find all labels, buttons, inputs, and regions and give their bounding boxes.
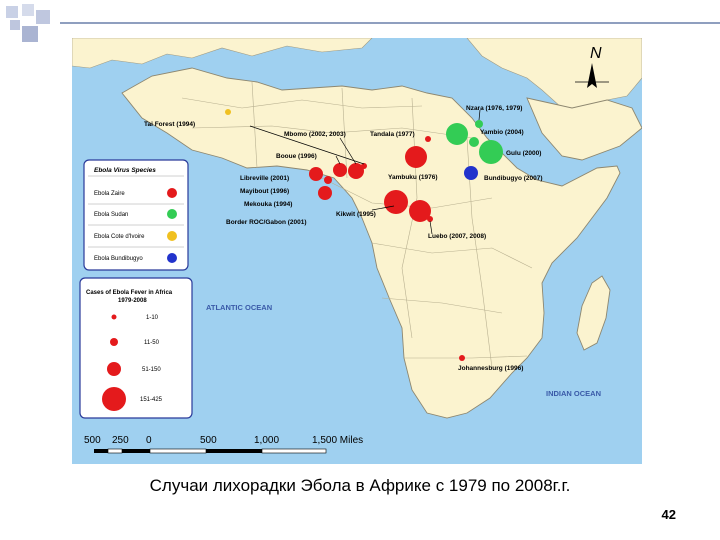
cases-size-3 [107,362,121,376]
page-number: 42 [661,507,676,522]
cases-label-4: 151-425 [140,397,163,403]
species-legend-ivoire-label: Ebola Cote d'Ivoire [94,234,145,240]
marker-tandala [425,136,431,142]
label-yambio: Yambio (2004) [480,129,524,136]
marker-mayibout [324,176,332,184]
indian-ocean-label: INDIAN OCEAN [546,389,601,398]
label-mbomo: Mbomo (2002, 2003) [284,131,346,138]
marker-nzara [475,120,483,128]
north-arrow: N [575,45,609,88]
label-kikwit: Kikwit (1995) [336,211,376,218]
label-luebo: Luebo (2007, 2008) [428,233,486,240]
cases-size-4 [102,387,126,411]
cases-label-1: 1-10 [146,315,159,321]
marker-yambuku [405,146,427,168]
marker-tai-forest [225,109,231,115]
label-libreville: Libreville (2001) [240,175,289,182]
label-bundibugyo: Bundibugyo (2007) [484,175,543,182]
scale-label-1000: 1,000 [254,435,279,446]
scale-label-250: 250 [112,435,129,446]
marker-gulu [479,140,503,164]
label-nzara: Nzara (1976, 1979) [466,105,522,112]
cases-size-1 [111,314,117,320]
scale-label-0: 0 [146,435,152,446]
marker-yambio-small [469,137,479,147]
label-border-roc-gabon: Border ROC/Gabon (2001) [226,219,307,226]
species-legend-title: Ebola Virus Species [94,167,156,174]
marker-johannesburg [459,355,465,361]
outbreak-markers [225,109,503,361]
marker-booue [333,163,347,177]
marker-yambio [446,123,468,145]
cases-size-2 [110,338,118,346]
species-legend-zaire-label: Ebola Zaire [94,191,125,197]
marker-kikwit [384,190,408,214]
cases-legend-title-2: 1979-2008 [118,298,147,304]
marker-luebo-small [427,216,433,222]
marker-luebo [409,200,431,222]
cases-legend: Cases of Ebola Fever in Africa 1979-2008… [79,277,193,419]
marker-mbomo-2 [348,163,364,179]
cases-label-3: 51-150 [142,367,161,373]
label-booue: Booue (1996) [276,153,317,160]
scale-label-1500: 1,500 Miles [312,435,363,446]
compass-letter: N [590,45,602,62]
label-mayibout: Mayibout (1996) [240,188,289,195]
atlantic-ocean-label: ATLANTIC OCEAN [206,303,272,312]
label-mekouka: Mekouka (1994) [244,201,292,208]
scale-bar: 500 250 0 500 1,000 1,500 Miles [84,435,363,454]
land-arabia [526,97,643,161]
species-legend-bundibugyo-swatch [167,253,177,263]
species-legend-sudan-label: Ebola Sudan [94,212,128,218]
label-yambuku: Yambuku (1976) [388,174,438,181]
land-europe [71,37,373,69]
label-gulu: Gulu (2000) [506,150,541,157]
species-legend-ivoire-swatch [167,231,177,241]
species-legend-sudan-swatch [167,209,177,219]
ebola-outbreak-map: N Tai Forest (1994) Nzara (1976, [71,37,643,464]
cases-label-2: 11-50 [144,340,160,346]
slide-caption: Случаи лихорадки Эбола в Африке с 1979 п… [149,476,571,495]
marker-libreville [309,167,323,181]
scale-label-500-left: 500 [84,435,101,446]
label-tai-forest: Tai Forest (1994) [144,121,195,128]
cases-legend-title-1: Cases of Ebola Fever in Africa [86,290,173,296]
outbreak-labels: Tai Forest (1994) Nzara (1976, 1979) Mbo… [144,105,543,372]
scale-label-500: 500 [200,435,217,446]
species-legend: Ebola Virus Species Ebola Zaire Ebola Su… [83,159,189,271]
label-johannesburg: Johannesburg (1996) [458,365,523,372]
leader-lines [249,109,481,235]
land-madagascar [576,275,611,351]
marker-bundibugyo [464,166,478,180]
marker-mekouka [318,186,332,200]
species-legend-zaire-swatch [167,188,177,198]
species-legend-bundibugyo-label: Ebola Bundibugyo [94,256,143,262]
label-tandala: Tandala (1977) [370,131,415,138]
